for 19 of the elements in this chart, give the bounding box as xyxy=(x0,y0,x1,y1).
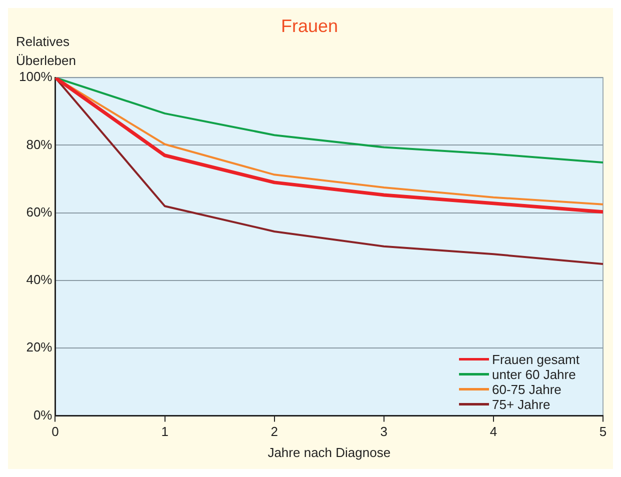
y-tick-label: 100% xyxy=(19,69,53,84)
y-tick-label: 60% xyxy=(26,204,53,220)
x-tick-label: 1 xyxy=(161,424,168,440)
y-tick-label: 0% xyxy=(33,407,53,422)
x-tick-label: 5 xyxy=(599,424,607,440)
y-tick-label: 40% xyxy=(26,272,53,288)
x-tick-label: 4 xyxy=(490,424,498,440)
legend-label: 60-75 Jahre xyxy=(492,382,562,397)
legend-label: Frauen gesamt xyxy=(492,352,580,367)
chart-title: Frauen xyxy=(280,16,338,36)
y-axis-title: Relatives Überleben xyxy=(16,34,76,68)
y-tick-label: 80% xyxy=(26,136,53,152)
legend-label: 75+ Jahre xyxy=(492,396,550,412)
x-tick-label: 2 xyxy=(270,424,278,440)
legend-label: unter 60 Jahre xyxy=(492,366,576,382)
y-tick-label: 20% xyxy=(26,340,53,355)
x-axis-title: Jahre nach Diagnose xyxy=(268,444,391,460)
x-tick-label: 3 xyxy=(380,424,388,440)
x-tick-label: 0 xyxy=(52,424,59,440)
